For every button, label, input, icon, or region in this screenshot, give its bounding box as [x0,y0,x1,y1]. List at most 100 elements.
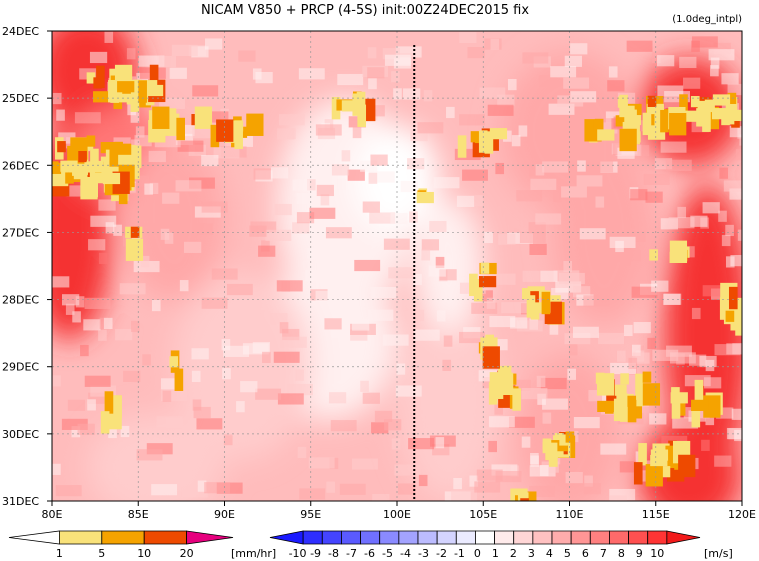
wind-cell [708,49,735,61]
precip-cell [117,81,135,93]
wind-colorbar-label: 1 [492,547,499,560]
wind-cell [476,469,503,481]
wind-cell [324,318,342,330]
wind-cell [705,413,715,426]
wind-cell [330,420,357,432]
wind-cell [395,46,422,58]
wind-cell [195,223,213,235]
wind-cell [299,488,326,500]
wind-cell [632,352,650,364]
wind-cell [160,389,187,402]
wind-cell [729,188,742,200]
wind-cell [295,369,305,381]
wind-cell [270,167,289,179]
precip-cell [626,105,635,129]
wind-colorbar-segment [417,530,438,545]
precip-cell [620,399,629,422]
wind-cell [89,51,108,64]
wind-cell [298,68,325,80]
wind-cell [660,141,687,153]
precip-cell [469,273,478,297]
wind-cell [484,231,493,244]
wind-cell [494,403,504,415]
wind-cell [557,95,584,107]
wind-cell [84,375,111,387]
wind-colorbar-label: -7 [346,547,357,560]
precip-cell [548,442,558,466]
precip-cell [169,356,179,368]
wind-cell [367,309,394,321]
wind-cell [488,440,497,453]
wind-cell [721,234,731,247]
wind-cell [529,485,555,498]
wind-cell [398,483,416,495]
wind-cell [252,313,262,325]
wind-cell [184,241,202,253]
x-tick-label: 80E [42,508,63,521]
wind-cell [105,222,115,234]
precip-cell [100,156,110,168]
wind-cell [490,38,500,50]
wind-cell [280,336,307,348]
wind-colorbar-label: -4 [400,547,411,560]
wind-cell [347,169,365,181]
wind-cell [277,393,304,405]
wind-cell [160,378,179,390]
wind-cell [564,55,582,67]
wind-cell [462,169,488,181]
x-tick-label: 105E [469,508,497,521]
wind-cell [507,78,517,91]
wind-cell [103,317,113,330]
precip-cell [112,91,130,103]
precip-cell [615,115,625,127]
wind-colorbar-segment [570,530,591,545]
wind-cell [409,211,418,223]
precip-cell [331,96,341,120]
wind-cell [278,114,305,126]
wind-cell [459,31,477,44]
wind-cell [308,457,335,469]
precip-cell [210,124,220,148]
precip-cell [512,388,522,411]
wind-cell [519,231,546,244]
wind-cell [617,147,635,159]
precip-cell [620,373,629,385]
wind-cell [83,319,101,331]
precip-cell [669,113,687,136]
wind-cell [140,255,150,268]
wind-cell [84,297,111,309]
wind-cell [474,481,501,493]
wind-cell [683,77,701,89]
precip-cell [473,279,483,302]
wind-cell [221,339,231,351]
wind-field [52,31,742,501]
wind-cell [640,145,650,157]
wind-cell [663,293,681,305]
wind-cell [90,215,117,227]
wind-cell [169,67,187,79]
wind-cell [222,368,231,380]
precip-cell [679,94,688,117]
precip-cell [660,109,669,133]
wind-cell [400,180,418,193]
precip-cell [671,396,681,419]
wind-cell [563,77,590,89]
wind-cell [282,328,300,341]
precip-cell [725,310,735,322]
wind-cell [382,48,401,60]
wind-cell [584,475,593,487]
wind-cell [407,158,425,170]
wind-cell [630,189,648,201]
wind-colorbar-segment [475,530,495,545]
wind-cell [138,55,165,67]
wind-cell [252,342,271,354]
precip-cell [728,286,738,310]
precip-cell [627,395,637,407]
wind-cell [719,167,729,179]
wind-cell [432,444,450,456]
wind-cell [126,48,136,60]
precip-cell [635,395,644,407]
wind-cell [236,401,245,413]
wind-cell [348,116,366,128]
wind-cell [503,130,512,142]
